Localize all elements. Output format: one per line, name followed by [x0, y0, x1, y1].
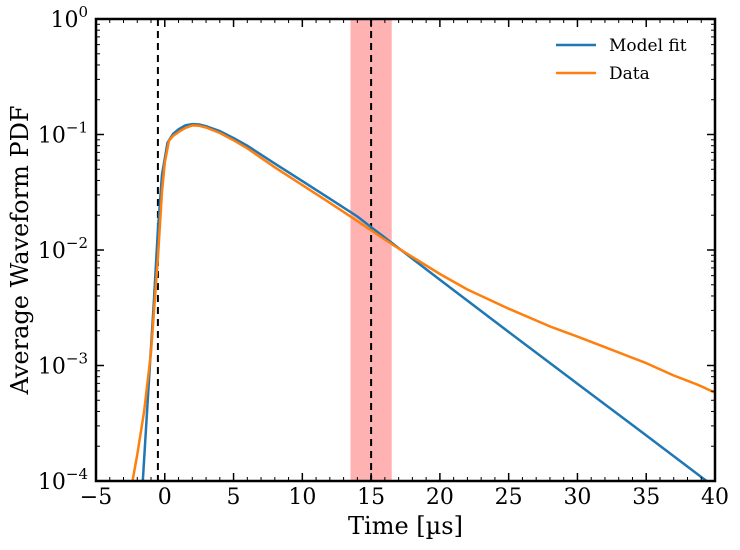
y-tick-label: 10−1 — [38, 119, 88, 149]
legend: Model fit Data — [556, 36, 687, 84]
x-tick-label: 40 — [701, 485, 729, 510]
x-axis-title: Time [µs] — [348, 512, 463, 540]
x-tick-label: 35 — [632, 485, 660, 510]
y-tick-label: 100 — [50, 3, 88, 33]
y-tick-labels: 10−4 10−3 10−2 10−1 100 — [38, 3, 88, 495]
x-tick-label: 5 — [227, 485, 241, 510]
x-tick-label: 15 — [357, 485, 385, 510]
y-axis-title: Average Waveform PDF — [6, 106, 34, 396]
x-tick-labels: −5 0 5 10 15 20 25 30 35 40 — [80, 485, 729, 510]
legend-label: Data — [609, 64, 650, 84]
vertical-lines-layer — [156, 19, 373, 481]
y-tick-label: 10−3 — [38, 350, 88, 380]
x-tick-label: 20 — [426, 485, 454, 510]
series-line-model-fit — [141, 122, 709, 481]
legend-label: Model fit — [609, 36, 687, 56]
x-tick-label: 25 — [495, 485, 523, 510]
x-tick-label: 0 — [158, 485, 172, 510]
tick-layer — [95, 18, 716, 482]
plot-frame — [94, 17, 717, 483]
y-tick-label: 10−2 — [38, 234, 88, 264]
series-line-data — [131, 124, 715, 481]
x-tick-label: 30 — [563, 485, 591, 510]
x-tick-label: 10 — [288, 485, 316, 510]
series-layer — [131, 122, 715, 481]
x-tick-label: −5 — [80, 485, 112, 510]
y-tick-label: 10−4 — [38, 465, 88, 495]
